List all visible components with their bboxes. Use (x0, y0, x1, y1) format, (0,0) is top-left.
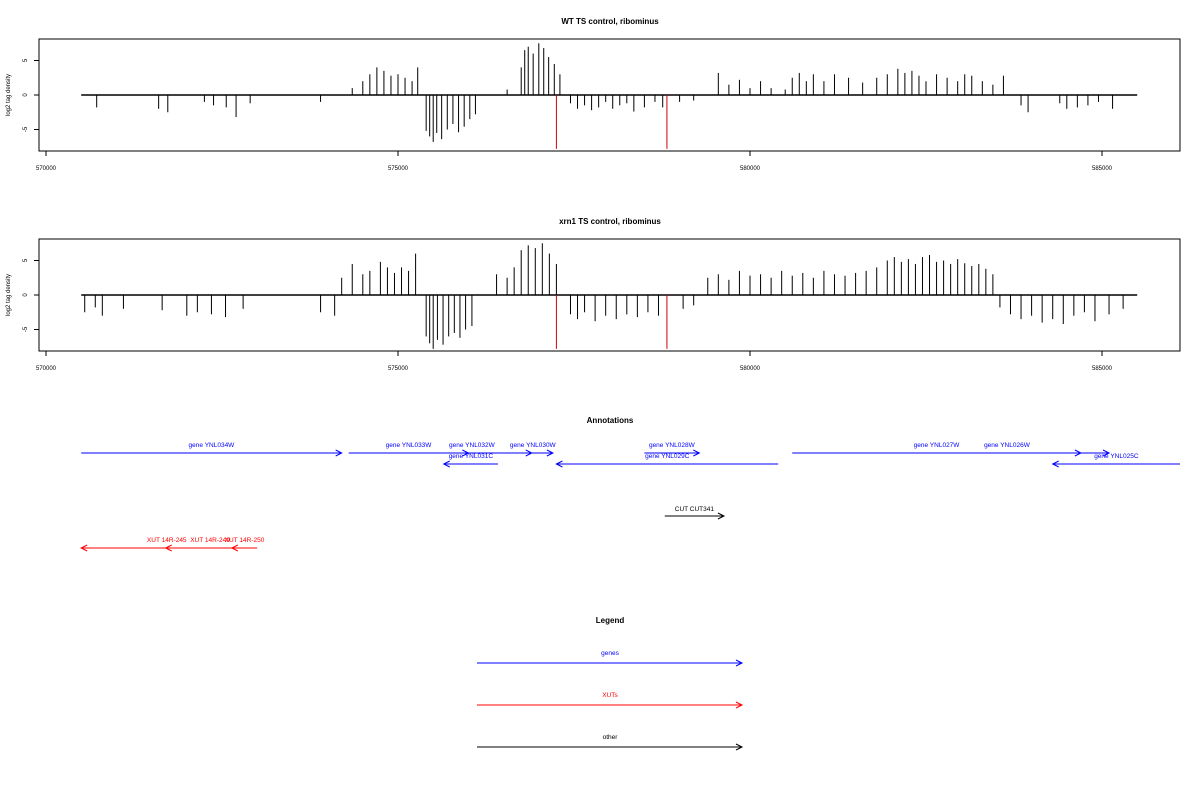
annotation-gene: gene YNL030W (510, 442, 557, 457)
legend-label: other (603, 734, 619, 741)
panel-xrn1-xtick-label: 570000 (36, 366, 57, 372)
annotation-gene: gene YNL026W (904, 442, 1111, 457)
annotation-arrow-head (335, 449, 343, 457)
panel-xrn1-xtick-label: 575000 (388, 366, 409, 372)
panel-xrn1: xrn1 TS control, ribominus log2 tag dens… (6, 217, 1181, 372)
legend-item: genes (477, 650, 744, 667)
annotation-gene: gene YNL025C (1051, 453, 1180, 468)
annotations-title: Annotations (587, 416, 634, 425)
panel-xrn1-xaxis: 570000 575000 580000 585000 (36, 351, 1113, 372)
annotations-section: Annotations gene YNL034W gene YNL033W gene… (80, 416, 1180, 552)
annotation-arrow-head (80, 544, 88, 552)
annotation-label: gene YNL032W (449, 442, 496, 449)
annotation-gene: gene YNL028W (644, 442, 701, 457)
panel-xrn1-xtick-label: 580000 (740, 366, 761, 372)
legend-title: Legend (596, 616, 625, 625)
legend-label: genes (601, 650, 619, 657)
panel-xrn1-ytick-label: -5 (23, 326, 29, 332)
panel-wt: WT TS control, ribominus log2 tag densit… (6, 17, 1181, 172)
panel-wt-ytick-label: 5 (23, 58, 29, 62)
panel-xrn1-yaxis: 5 0 -5 (23, 258, 39, 332)
annotation-label: gene YNL025C (1094, 453, 1139, 460)
legend-item: other (477, 734, 744, 751)
annotation-gene: gene YNL031C (442, 453, 498, 468)
panel-wt-title: WT TS control, ribominus (561, 17, 659, 26)
annotation-arrow-head (546, 449, 554, 457)
annotation-arrow-head (230, 544, 239, 552)
panel-xrn1-ytick-label: 5 (23, 258, 29, 262)
panel-wt-xtick-label: 580000 (740, 166, 761, 172)
legend-arrow-head (735, 743, 744, 751)
annotation-label: gene YNL028W (649, 442, 696, 449)
annotation-arrow-head (1102, 449, 1111, 457)
panel-xrn1-xtick-label: 585000 (1092, 366, 1113, 372)
panel-wt-ytick-label: 0 (23, 93, 29, 97)
legend-item: XUTs (477, 692, 744, 709)
annotation-xut: XUT 14R-250 (225, 537, 265, 552)
panel-wt-xtick-label: 575000 (388, 166, 409, 172)
panel-wt-xtick-label: 585000 (1092, 166, 1113, 172)
annotation-label: CUT CUT341 (675, 506, 715, 513)
legend-arrow-head (735, 701, 744, 709)
annotation-label: gene YNL030W (510, 442, 557, 449)
annotation-label: XUT 14R-245 (147, 537, 187, 544)
panel-xrn1-title: xrn1 TS control, ribominus (559, 217, 661, 226)
annotation-label: gene YNL029C (645, 453, 690, 460)
annotation-arrow-head (555, 460, 563, 468)
annotation-tracks: gene YNL034W gene YNL033W gene YNL032W gene… (80, 442, 1180, 552)
annotation-other: CUT CUT341 (664, 506, 726, 520)
annotation-arrow-head (164, 544, 172, 552)
annotation-arrow-head (717, 512, 726, 520)
panel-wt-yaxis: 5 0 -5 (23, 58, 39, 132)
panel-wt-xaxis: 570000 575000 580000 585000 (36, 151, 1113, 172)
annotation-label: gene YNL027W (914, 442, 961, 449)
annotation-label: gene YNL026W (984, 442, 1031, 449)
annotation-label: gene YNL031C (449, 453, 494, 460)
annotation-arrow-head (1051, 460, 1059, 468)
annotation-gene: gene YNL034W (81, 442, 343, 457)
annotation-arrow-head (693, 449, 701, 457)
panel-wt-ytick-label: -5 (23, 126, 29, 132)
panel-wt-ylabel: log2 tag density (6, 74, 12, 116)
panel-wt-xtick-label: 570000 (36, 166, 57, 172)
panel-xrn1-bars (81, 243, 1138, 349)
panel-xrn1-ytick-label: 0 (23, 293, 29, 297)
legend-label: XUTs (602, 692, 618, 699)
legend-arrow-head (735, 659, 744, 667)
annotation-gene: gene YNL027W (792, 442, 1082, 457)
annotation-gene: gene YNL029C (555, 453, 779, 468)
annotation-label: XUT 14R-249 (190, 537, 230, 544)
annotation-label: gene YNL033W (386, 442, 433, 449)
annotation-label: gene YNL034W (189, 442, 236, 449)
annotation-arrow-head (442, 460, 450, 468)
legend-section: Legend genes XUTs other (477, 616, 744, 751)
panel-xrn1-ylabel: log2 tag density (6, 274, 12, 316)
panel-wt-bars (81, 43, 1138, 149)
legend-items: genes XUTs other (477, 650, 744, 751)
annotation-label: XUT 14R-250 (225, 537, 265, 544)
